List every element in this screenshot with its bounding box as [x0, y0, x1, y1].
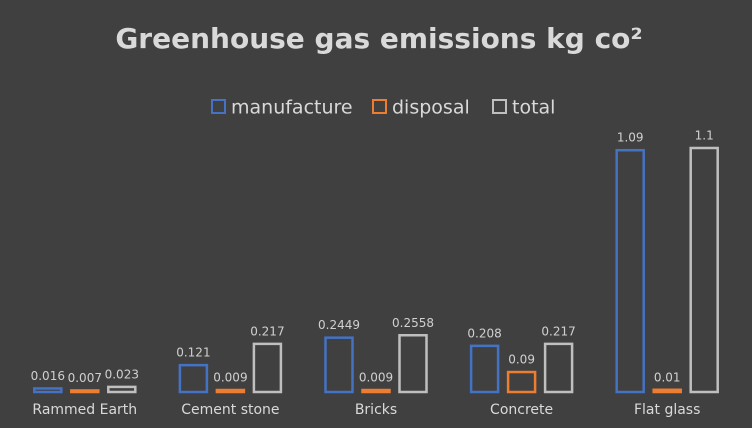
x-tick-label: Concrete	[490, 402, 553, 418]
bar	[689, 146, 719, 394]
value-label: 0.208	[467, 326, 501, 340]
value-label: 0.007	[68, 371, 102, 385]
bar	[615, 148, 645, 394]
x-tick-label: Flat glass	[634, 402, 700, 418]
legend-label: total	[512, 97, 555, 119]
x-tick-label: Rammed Earth	[32, 402, 137, 418]
value-label: 1.09	[617, 131, 644, 145]
value-label: 0.01	[654, 370, 681, 384]
chart-title: Greenhouse gas emissions kg co²	[115, 22, 642, 55]
value-label: 0.121	[176, 346, 210, 360]
value-label: 0.016	[31, 369, 65, 383]
bar	[361, 388, 391, 394]
bar	[70, 389, 100, 394]
value-label: 0.009	[213, 371, 247, 385]
value-label: 0.009	[359, 371, 393, 385]
bar	[215, 388, 246, 394]
bar	[178, 363, 209, 394]
legend-label: disposal	[392, 97, 470, 119]
legend-label: manufacture	[231, 97, 353, 119]
bar	[652, 388, 682, 394]
bar	[324, 336, 354, 394]
legend-swatch	[211, 99, 226, 114]
value-label: 1.1	[695, 129, 714, 143]
legend-swatch	[372, 99, 387, 114]
value-label: 0.217	[250, 324, 284, 338]
x-tick-label: Bricks	[355, 402, 397, 418]
bar	[107, 385, 137, 394]
bar	[543, 342, 574, 394]
value-label: 0.2449	[318, 318, 360, 332]
x-tick-label: Cement stone	[181, 402, 279, 418]
value-label: 0.023	[105, 367, 139, 381]
value-label: 0.217	[541, 324, 575, 338]
bar	[33, 387, 63, 394]
legend-swatch	[492, 99, 507, 114]
value-label: 0.09	[508, 353, 535, 367]
bar	[252, 342, 283, 394]
value-label: 0.2558	[392, 316, 434, 330]
bar	[469, 344, 500, 394]
bar	[506, 370, 537, 394]
bar	[398, 334, 428, 394]
